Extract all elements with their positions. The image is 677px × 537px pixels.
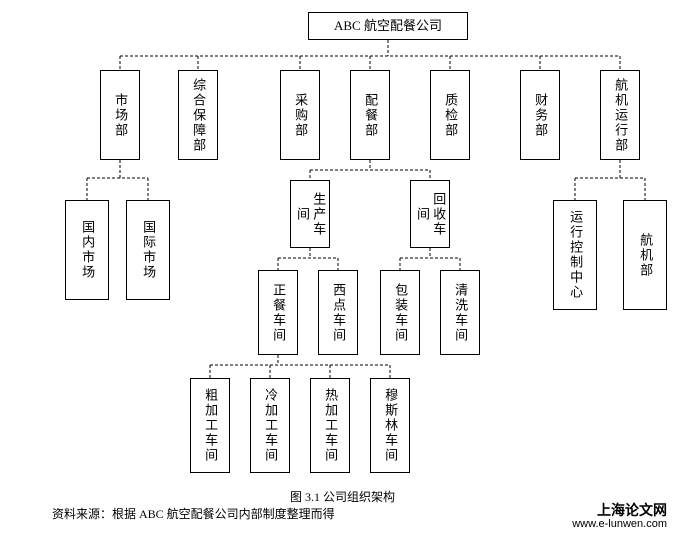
node-opsctrl: 运行控制中心 xyxy=(553,200,597,310)
figure-source: 资料来源：根据 ABC 航空配餐公司内部制度整理而得 xyxy=(52,505,335,522)
node-pastry: 西点车间 xyxy=(318,270,358,355)
watermark-line2: www.e-lunwen.com xyxy=(572,518,667,530)
node-qa-label: 质检部 xyxy=(442,93,458,138)
node-rough: 粗加工车间 xyxy=(190,378,230,473)
node-domestic: 国内市场 xyxy=(65,200,109,300)
node-rough-label: 粗加工车间 xyxy=(202,388,218,463)
node-cold-label: 冷加工车间 xyxy=(262,388,278,463)
node-catering: 配餐部 xyxy=(350,70,390,160)
node-pack: 包装车间 xyxy=(380,270,420,355)
node-main-meal-label: 正餐车间 xyxy=(270,283,286,343)
node-root: ABC 航空配餐公司 xyxy=(308,12,468,40)
node-clean-label: 清洗车间 xyxy=(452,283,468,343)
node-root-label: ABC 航空配餐公司 xyxy=(334,18,442,34)
node-opsctrl-label: 运行控制中心 xyxy=(567,210,583,300)
node-hot: 热加工车间 xyxy=(310,378,350,473)
node-ac-dept: 航机部 xyxy=(623,200,667,310)
node-recycle: 回收车间 xyxy=(410,180,450,248)
node-domestic-label: 国内市场 xyxy=(79,220,95,280)
node-catering-label: 配餐部 xyxy=(362,93,378,138)
node-hot-label: 热加工车间 xyxy=(322,388,338,463)
watermark-line1: 上海论文网 xyxy=(597,500,667,520)
node-main-meal: 正餐车间 xyxy=(258,270,298,355)
figure-caption: 图 3.1 公司组织架构 xyxy=(290,488,395,505)
node-muslim-label: 穆斯林车间 xyxy=(382,388,398,463)
node-qa: 质检部 xyxy=(430,70,470,160)
node-finance: 财务部 xyxy=(520,70,560,160)
node-flightops: 航机运行部 xyxy=(600,70,640,160)
node-recycle-label: 回收车间 xyxy=(414,185,447,243)
node-intl-label: 国际市场 xyxy=(140,220,156,280)
node-clean: 清洗车间 xyxy=(440,270,480,355)
node-support-label: 综合保障部 xyxy=(190,78,206,153)
node-pastry-label: 西点车间 xyxy=(330,283,346,343)
node-market-label: 市场部 xyxy=(112,93,128,138)
node-muslim: 穆斯林车间 xyxy=(370,378,410,473)
node-prod-label: 生产车间 xyxy=(294,185,327,243)
node-ac-dept-label: 航机部 xyxy=(637,233,653,278)
node-purchase: 采购部 xyxy=(280,70,320,160)
org-chart-stage: ABC 航空配餐公司 市场部 综合保障部 采购部 配餐部 质检部 财务部 航机运… xyxy=(0,0,677,537)
node-pack-label: 包装车间 xyxy=(392,283,408,343)
node-prod: 生产车间 xyxy=(290,180,330,248)
node-cold: 冷加工车间 xyxy=(250,378,290,473)
node-market: 市场部 xyxy=(100,70,140,160)
node-intl: 国际市场 xyxy=(126,200,170,300)
node-purchase-label: 采购部 xyxy=(292,93,308,138)
node-support: 综合保障部 xyxy=(178,70,218,160)
node-finance-label: 财务部 xyxy=(532,93,548,138)
node-flightops-label: 航机运行部 xyxy=(612,78,628,153)
